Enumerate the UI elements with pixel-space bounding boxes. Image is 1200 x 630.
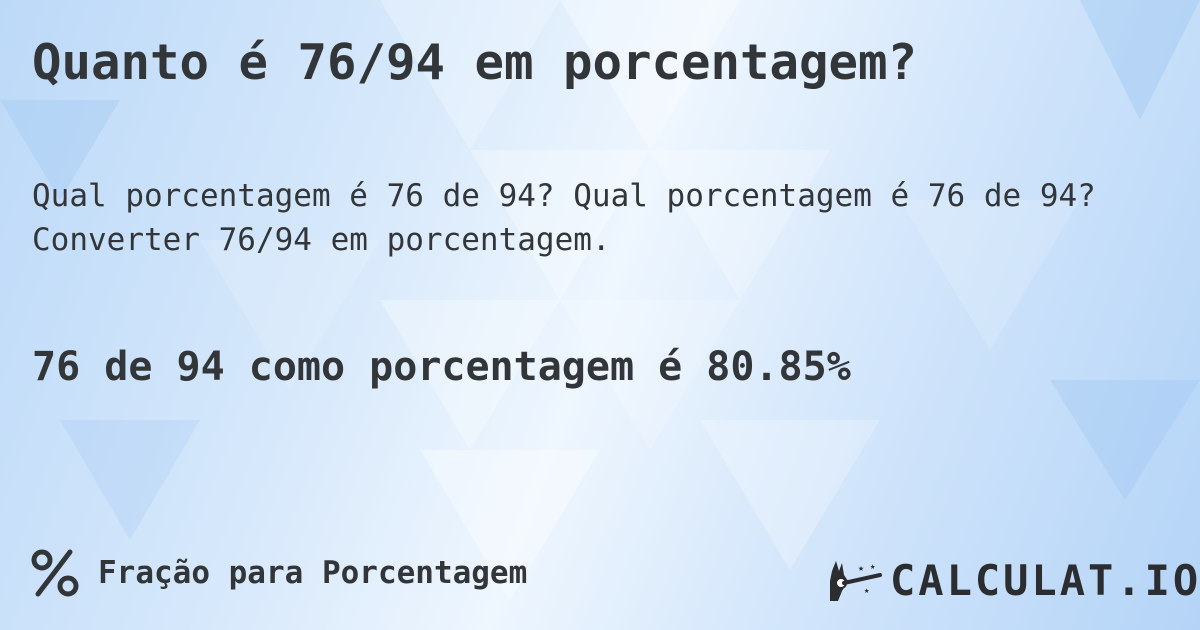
percent-icon xyxy=(31,549,79,597)
calculat-io-logo[interactable]: ★ ★ ★ CALCULAT.IO xyxy=(828,556,1200,605)
description-line-2: Converter 76/94 em porcentagem. xyxy=(32,222,611,258)
category-label: Fração para Porcentagem xyxy=(98,555,528,591)
description: Qual porcentagem é 76 de 94? Qual porcen… xyxy=(32,174,1096,262)
page-title: Quanto é 76/94 em porcentagem? xyxy=(32,34,918,91)
category-link[interactable]: Fração para Porcentagem xyxy=(30,548,527,598)
magic-hand-icon: ★ ★ ★ xyxy=(830,560,882,601)
description-line-1: Qual porcentagem é 76 de 94? Qual porcen… xyxy=(32,178,1096,214)
svg-text:★: ★ xyxy=(864,586,870,596)
svg-text:★: ★ xyxy=(858,563,864,574)
logo-text: CALCULAT.IO xyxy=(890,556,1200,605)
result-text: 76 de 94 como porcentagem é 80.85% xyxy=(32,344,851,390)
svg-text:★: ★ xyxy=(870,562,876,572)
